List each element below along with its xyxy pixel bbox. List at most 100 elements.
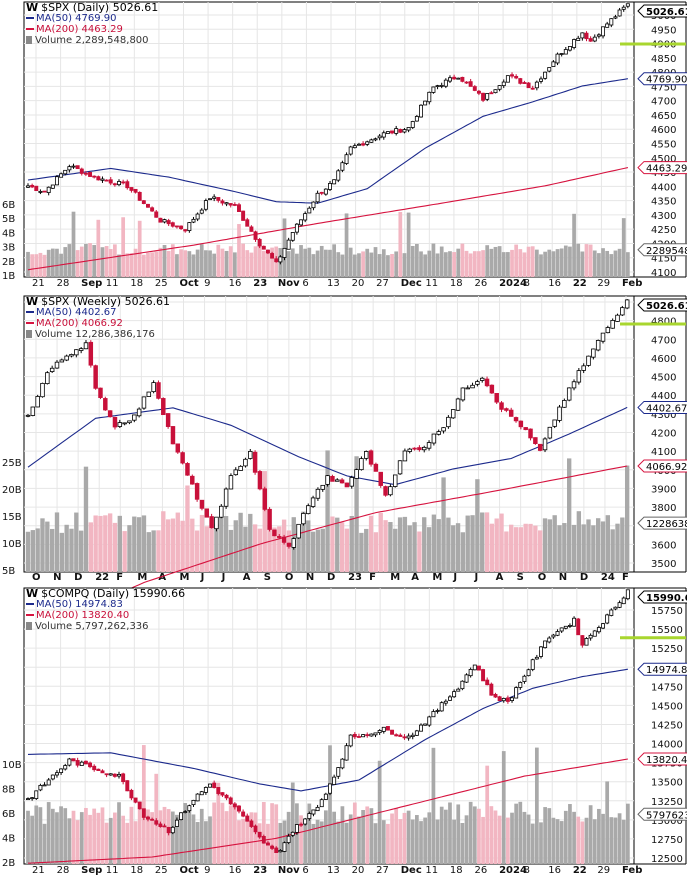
candle bbox=[361, 141, 366, 147]
volume-bar bbox=[212, 802, 217, 864]
candle bbox=[547, 67, 552, 73]
volume-bar bbox=[320, 528, 325, 572]
candle-body bbox=[294, 223, 299, 233]
volume-bar bbox=[175, 254, 179, 277]
candle bbox=[92, 764, 97, 772]
candle bbox=[252, 450, 258, 475]
candle bbox=[431, 86, 436, 94]
candle bbox=[38, 189, 43, 195]
candle-body bbox=[187, 805, 192, 812]
candle bbox=[601, 622, 606, 630]
candle-body bbox=[551, 634, 556, 638]
candle-body bbox=[533, 437, 538, 444]
candle-body bbox=[552, 419, 557, 427]
candle-body bbox=[335, 479, 340, 482]
candle bbox=[117, 179, 121, 187]
candle bbox=[203, 786, 208, 795]
x-tick-label: 6 bbox=[302, 865, 308, 876]
x-tick-label: J bbox=[452, 572, 457, 583]
volume-bar bbox=[286, 530, 292, 572]
candle-body bbox=[203, 200, 208, 210]
candle-body bbox=[129, 789, 134, 799]
candle-body bbox=[108, 773, 113, 776]
candle-body bbox=[373, 138, 378, 141]
candle-body bbox=[137, 191, 142, 201]
candle bbox=[369, 733, 374, 737]
volume-bar bbox=[257, 243, 262, 277]
candle-body bbox=[175, 443, 181, 453]
candle bbox=[187, 222, 192, 233]
candle bbox=[522, 80, 527, 84]
x-tick-label: 16 bbox=[548, 278, 561, 289]
volume-bar bbox=[187, 810, 192, 864]
candle bbox=[46, 186, 51, 196]
candle-body bbox=[158, 217, 163, 223]
candle-body bbox=[122, 422, 127, 425]
volume-bar bbox=[335, 517, 340, 572]
x-tick-label: 11 bbox=[106, 278, 119, 289]
candle-body bbox=[243, 458, 248, 467]
candle bbox=[220, 199, 225, 206]
volume-bar bbox=[357, 816, 361, 864]
volume-bar bbox=[232, 252, 237, 277]
candle-body bbox=[272, 529, 277, 537]
candle-body bbox=[299, 219, 304, 226]
candle bbox=[50, 774, 55, 781]
candle-body bbox=[624, 299, 630, 309]
volume-bar bbox=[485, 765, 490, 864]
candle bbox=[42, 190, 47, 193]
candle-body bbox=[368, 450, 374, 465]
candle bbox=[117, 771, 121, 779]
last-price-tag-box bbox=[637, 590, 687, 604]
candle bbox=[195, 212, 200, 222]
candle-body bbox=[241, 811, 246, 817]
volume-bar bbox=[581, 524, 586, 572]
candle-body bbox=[150, 207, 155, 212]
candle-body bbox=[354, 469, 359, 479]
candle bbox=[278, 849, 283, 853]
candle bbox=[464, 673, 469, 683]
y-tick-label: 4800 bbox=[651, 317, 676, 328]
candle bbox=[104, 773, 109, 778]
volume-bar bbox=[386, 255, 390, 277]
volume-bar bbox=[464, 250, 469, 277]
candle-body bbox=[107, 410, 113, 418]
candle-body bbox=[406, 735, 411, 739]
candle-body bbox=[45, 372, 50, 385]
volume-bar bbox=[324, 810, 328, 864]
volume-bar bbox=[40, 518, 45, 572]
candle bbox=[539, 646, 543, 659]
candle-body bbox=[257, 238, 262, 247]
candle-body bbox=[600, 332, 606, 342]
candle bbox=[183, 229, 188, 233]
candle bbox=[98, 387, 103, 400]
volume-bar bbox=[311, 823, 316, 864]
volume-bar bbox=[543, 807, 547, 864]
candle-body bbox=[195, 213, 200, 220]
candle bbox=[34, 790, 39, 800]
candle bbox=[35, 394, 40, 408]
candle bbox=[281, 534, 287, 545]
volume-bar bbox=[419, 251, 423, 277]
volume-bar bbox=[199, 808, 204, 864]
volume-bar bbox=[588, 805, 593, 864]
volume-tag-box bbox=[637, 807, 687, 821]
y-tick-label: 4150 bbox=[651, 254, 676, 265]
candle bbox=[166, 218, 171, 227]
candle bbox=[610, 318, 615, 329]
volume-bar bbox=[600, 521, 606, 572]
candle bbox=[522, 674, 527, 684]
candle bbox=[199, 208, 204, 215]
volume-bar bbox=[489, 248, 494, 277]
candle bbox=[203, 198, 208, 212]
ma200-tag-label: 4066.92 bbox=[646, 462, 687, 473]
candle-body bbox=[108, 179, 113, 184]
candle-body bbox=[121, 181, 126, 184]
volume-bar bbox=[170, 811, 175, 864]
volume-bar bbox=[252, 524, 258, 572]
volume-bar bbox=[208, 250, 212, 277]
x-tick-label: O bbox=[32, 572, 41, 583]
volume-bar bbox=[452, 252, 456, 277]
candle bbox=[108, 177, 113, 186]
